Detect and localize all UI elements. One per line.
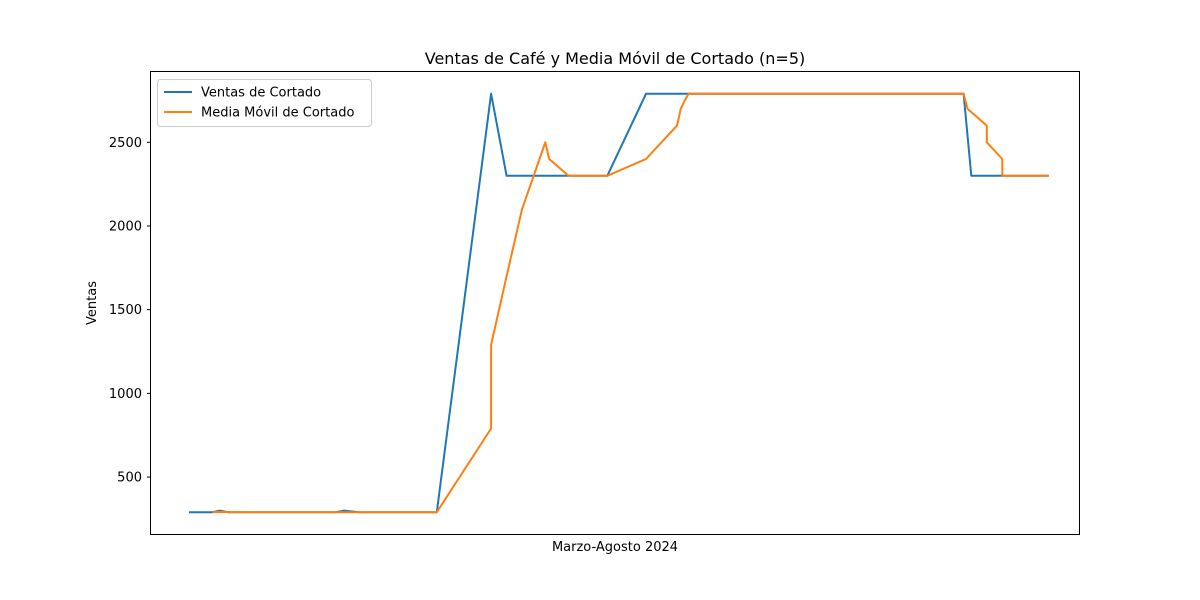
y-tick-label-1500: 1500 [109,303,142,318]
x-axis-label: Marzo-Agosto 2024 [552,540,678,555]
y-tick-label-500: 500 [117,471,142,486]
legend-label-media-movil: Media Móvil de Cortado [201,106,354,121]
legend: Ventas de Cortado Media Móvil de Cortado [157,79,372,127]
series-layer [189,92,1049,514]
y-axis-ticks: 500 1000 1500 2000 2500 [109,136,151,486]
y-tick-label-1000: 1000 [109,387,142,402]
y-tick-label-2000: 2000 [109,220,142,235]
y-tick-label-2500: 2500 [109,136,142,151]
plot-frame [150,71,1080,535]
chart-title: Ventas de Café y Media Móvil de Cortado … [425,49,806,68]
legend-label-ventas: Ventas de Cortado [201,86,321,101]
series-line-1 [212,92,1049,514]
y-axis-label: Ventas [85,281,100,325]
legend-box [157,79,372,127]
